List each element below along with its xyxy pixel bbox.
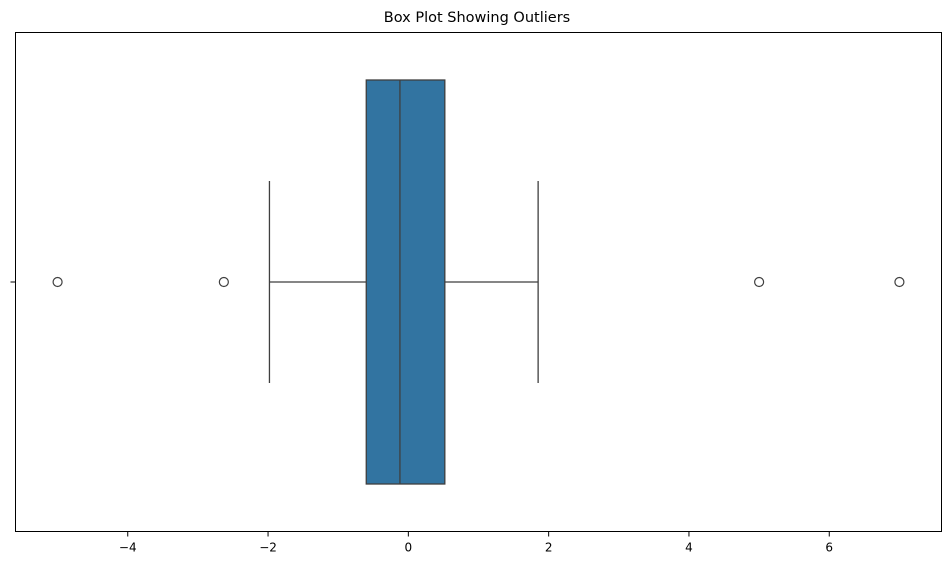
plot-area: [52, 79, 905, 485]
chart-title: Box Plot Showing Outliers: [384, 10, 570, 26]
outlier-point: [218, 276, 229, 288]
x-tick-label: −4: [119, 541, 137, 555]
x-tick-label: 6: [825, 541, 833, 555]
outlier-point: [894, 276, 905, 288]
x-axis: −4 −2 0 2 4 6: [10, 281, 833, 555]
iqr-box: [365, 79, 446, 485]
x-tick-label: 0: [405, 541, 413, 555]
x-tick-label: 4: [685, 541, 693, 555]
outlier-point: [754, 276, 765, 288]
outlier-point: [52, 276, 63, 288]
x-tick-label: −2: [259, 541, 277, 555]
x-tick-label: 2: [545, 541, 553, 555]
